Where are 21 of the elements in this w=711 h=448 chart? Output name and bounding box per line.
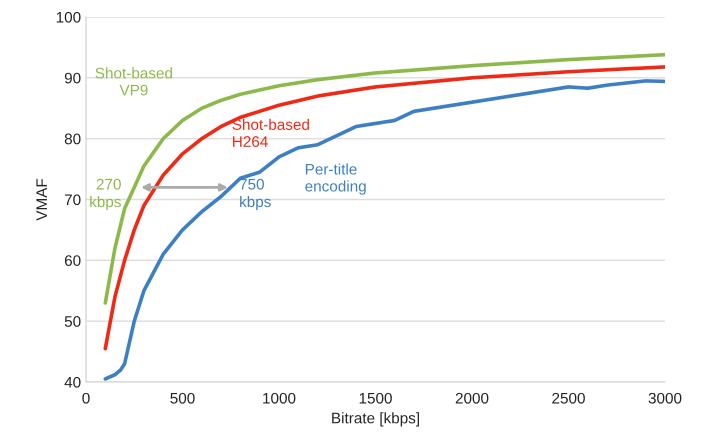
y-tick-label: 70 — [64, 194, 81, 206]
x-axis-title: Bitrate [kbps] — [332, 412, 419, 426]
series-label: Per-title encoding — [305, 163, 366, 195]
x-tick-label: 1500 — [360, 392, 392, 404]
series-label: Shot-based H264 — [232, 118, 309, 147]
y-tick-label: 60 — [64, 255, 81, 266]
x-tick-label: 2000 — [456, 392, 488, 404]
x-tick-label: 500 — [170, 392, 195, 404]
y-tick-label: 80 — [64, 134, 81, 144]
x-tick-label: 3000 — [648, 392, 682, 404]
annotation: 750 kbps — [240, 178, 271, 210]
y-tick-label: 100 — [56, 12, 81, 23]
y-tick-label: 90 — [64, 72, 81, 84]
x-tick-label: 1000 — [263, 392, 296, 404]
x-tick-label: 0 — [82, 392, 90, 404]
annotation: 270 kbps — [90, 178, 121, 210]
series-label: Shot-based VP9 — [96, 67, 172, 96]
y-tick-label: 50 — [64, 316, 81, 327]
x-tick-label: 2500 — [552, 392, 585, 404]
y-tick-label: 40 — [64, 376, 81, 388]
y-axis-title: VMAF — [36, 178, 47, 221]
